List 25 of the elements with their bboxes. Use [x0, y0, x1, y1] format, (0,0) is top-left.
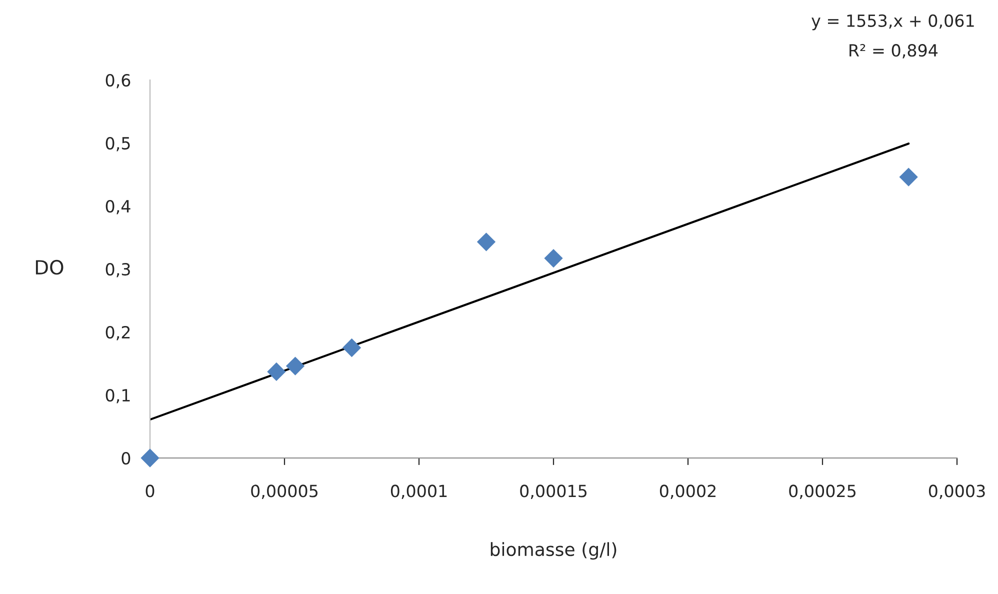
y-tick-label: 0,3 — [106, 262, 130, 278]
point — [342, 338, 362, 358]
y-tick-label: 0,5 — [106, 136, 130, 152]
text: R² = 0,894 — [850, 44, 938, 58]
x-tick-label: 0,0001 — [390, 484, 447, 499]
x-tick-label: 0,0002 — [660, 484, 716, 499]
text: y = 1553,x + 0,061 — [812, 14, 974, 30]
y-tick-label: 0,1 — [106, 388, 130, 404]
x-tick-label: 0,00015 — [520, 484, 587, 499]
y-tick-label: 0,2 — [106, 326, 130, 340]
y-tick-label: 0,6 — [106, 74, 130, 88]
point — [286, 356, 305, 376]
point — [267, 362, 286, 382]
y-axis-title: DO — [36, 260, 64, 275]
point — [544, 248, 563, 268]
x-axis-title: biomasse (g/l) — [490, 542, 616, 560]
y-tick-label: 0,4 — [106, 200, 130, 214]
point — [140, 448, 160, 468]
point — [476, 232, 496, 252]
x-tick-label: 0,00005 — [251, 484, 318, 499]
y-tick-label: 0 — [122, 452, 130, 465]
x-tick-label: 0,0003 — [928, 484, 985, 499]
x-tick-label: 0 — [146, 484, 154, 498]
point — [899, 168, 918, 186]
x-tick-label: 0,00025 — [789, 484, 856, 499]
